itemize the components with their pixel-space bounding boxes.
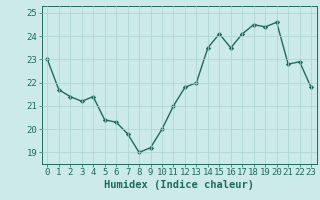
X-axis label: Humidex (Indice chaleur): Humidex (Indice chaleur) (104, 180, 254, 190)
